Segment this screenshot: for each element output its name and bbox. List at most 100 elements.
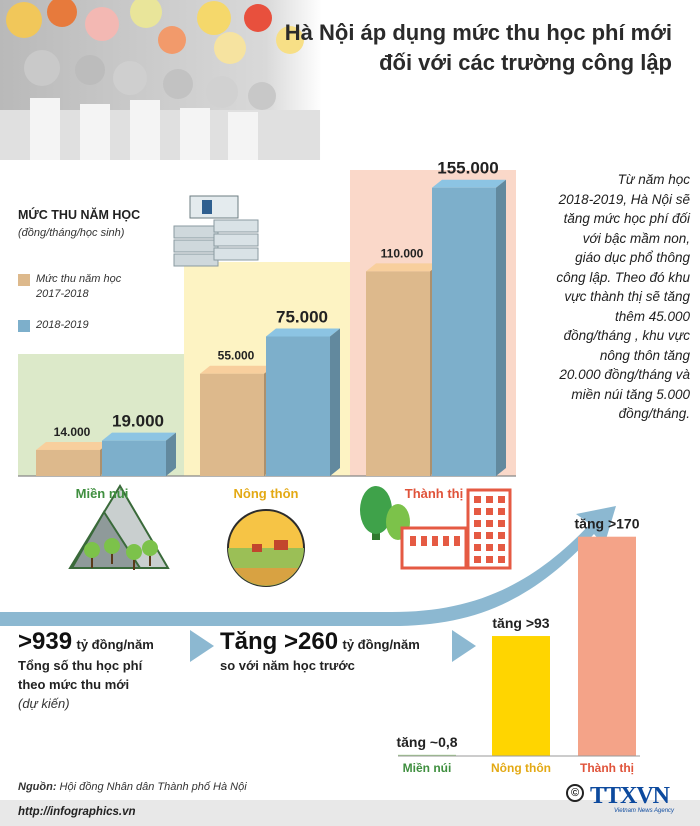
building-window (421, 536, 427, 546)
intro-line: 20.000 đồng/tháng và (559, 367, 690, 382)
legend-label-line: 2017-2018 (36, 288, 89, 300)
bar-top (266, 328, 340, 337)
bar (432, 187, 496, 476)
bar-side (496, 179, 506, 476)
building-window (498, 508, 505, 515)
intro-line: đồng/tháng. (618, 406, 690, 421)
building-window (474, 532, 481, 539)
legend-label-2017: Mức thu năm học 2017-2018 (36, 272, 121, 302)
bar-side (330, 328, 340, 476)
increase-bar (492, 636, 550, 756)
building-window (498, 544, 505, 551)
increase-value-label: tăng ~0,8 (396, 734, 457, 750)
bar (366, 271, 430, 476)
bar (36, 449, 100, 476)
footer-bar (0, 800, 700, 826)
hero-photo (0, 0, 700, 160)
increase-line: so với năm học trước (220, 658, 355, 673)
intro-line: nông thôn tăng (599, 347, 690, 363)
increase-category-label: Miền núi (403, 761, 452, 775)
tree-crown (104, 538, 120, 554)
bar-top (36, 441, 110, 450)
legend-swatch-2018 (18, 320, 30, 332)
legend-swatch-2017 (18, 274, 30, 286)
increase-value-label: tăng >170 (575, 516, 640, 532)
building-window (498, 520, 505, 527)
tree-crown (84, 542, 100, 558)
region-label-mien-nui: Miền núi (75, 486, 129, 501)
money-layer (213, 219, 259, 233)
farm-house (252, 544, 262, 552)
intro-line: công lập. Theo đó khu (556, 269, 690, 285)
footer-url-link[interactable]: http://infographics.vn (18, 806, 136, 818)
increase-stat: Tăng >260 tỷ đồng/năm so với năm học trư… (220, 628, 420, 675)
intro-line: giáo dục phổ thông (575, 250, 690, 265)
total-line-1: Tổng số thu học phí (18, 658, 143, 673)
tree-trunk (111, 550, 113, 564)
building-window (454, 536, 460, 546)
bar-top (102, 432, 176, 441)
intro-line: thêm 45.000 (614, 308, 690, 324)
legend-label-line: Mức thu năm học (36, 273, 122, 285)
trend-arrow-icon (0, 506, 616, 626)
money-top (189, 195, 239, 219)
building-window (474, 544, 481, 551)
building-window (486, 520, 493, 527)
copyright-icon: © (566, 784, 584, 802)
bar-top (366, 263, 440, 272)
title-line-2: đối với các trường công lập (379, 50, 672, 75)
building-window (443, 536, 449, 546)
money-layer (173, 253, 219, 267)
building-window (486, 544, 493, 551)
total-value: >939 (18, 628, 73, 655)
building-window (474, 556, 481, 563)
total-note: (dự kiến) (18, 696, 70, 711)
field-strip (234, 568, 298, 586)
logo-subtitle: Vietnam News Agency (614, 808, 675, 814)
bar-side (166, 432, 176, 476)
money-layer (173, 225, 219, 239)
bar (200, 373, 264, 476)
building-window (498, 556, 505, 563)
intro-line: với bậc mầm non, (582, 230, 690, 246)
tree-crown (142, 540, 158, 556)
intro-line: vực thành thị sẽ tăng (564, 289, 690, 304)
flow-arrow-icon (190, 630, 214, 662)
money-stack-icon (173, 195, 259, 267)
tree-trunk (133, 556, 135, 570)
tree-trunk (149, 552, 151, 566)
legend-subtitle: (đồng/tháng/học sinh) (18, 227, 125, 239)
building-window (432, 536, 438, 546)
source-note: Nguồn: Hội đồng Nhân dân Thành phố Hà Nộ… (18, 781, 247, 793)
building-window (498, 532, 505, 539)
legend-label-2018: 2018-2019 (36, 319, 89, 331)
bar (102, 440, 166, 476)
building-window (486, 532, 493, 539)
intro-line: miền núi tăng 5.000 (571, 386, 690, 402)
bar-value-label: 14.000 (54, 425, 91, 439)
increase-category-label: Thành thị (580, 761, 634, 775)
intro-line: đồng/tháng , khu vực (563, 328, 690, 343)
legend-title: MỨC THU NĂM HỌC (18, 208, 141, 222)
intro-line: tăng mức học phí đối (563, 211, 690, 226)
source-text: Hội đồng Nhân dân Thành phố Hà Nội (59, 781, 247, 793)
balloons-illustration (0, 0, 320, 160)
farm-house (274, 540, 288, 550)
money-layer (173, 239, 219, 253)
building (400, 526, 468, 570)
bar-top (432, 179, 506, 188)
tree-crown (360, 486, 392, 534)
rural-field-icon (227, 509, 305, 587)
ttxvn-logo: TTXVN (590, 783, 670, 809)
increase-unit: tỷ đồng/năm (342, 637, 420, 652)
money-layer (213, 233, 259, 247)
legend-item-2018: 2018-2019 (18, 318, 89, 333)
building-window (486, 496, 493, 503)
tree-trunk (91, 554, 93, 568)
intro-paragraph: Từ năm học 2018-2019, Hà Nội sẽ tăng mức… (466, 170, 690, 424)
bar-value-label: 110.000 (381, 246, 424, 260)
increase-bar (578, 536, 636, 756)
building-window (486, 508, 493, 515)
bar (266, 336, 330, 476)
